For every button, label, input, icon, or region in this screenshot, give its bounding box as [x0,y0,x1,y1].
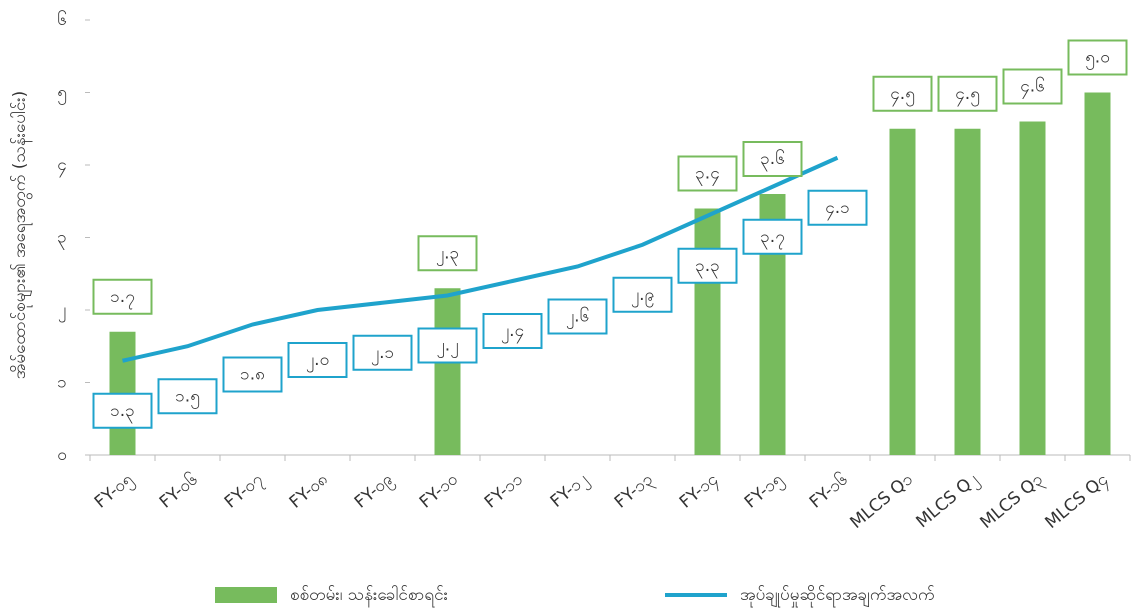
bar [954,128,981,455]
x-tick-label: FY-၁၅ [741,469,789,515]
y-tick-label: ၄ [57,155,67,178]
line-value-label: ၁.၈ [240,365,265,385]
line-value-label-box [482,313,543,349]
line-value-label: ၂.၀ [306,350,329,373]
line-value-label: ၁.၃ [110,401,135,424]
bar [694,208,721,455]
x-tick-label: FY-၀၆ [155,469,202,513]
bar-value-label-box [417,235,478,272]
bar [434,288,461,455]
y-tick-label: ၅ [57,83,67,106]
x-tick-label: FY-၁၂ [547,469,594,514]
x-tick-label: MLCS Q၁ [846,469,916,533]
bar-value-label: ၃.၄ [695,164,720,187]
bar-value-label-box [677,155,738,192]
line-value-label: ၂.၁ [371,343,394,366]
x-tick-label: FY-၁၁ [481,469,527,512]
x-tick-label: MLCS Q၃ [976,469,1048,535]
bar-value-label: ၃.၆ [760,148,785,172]
line-value-label-box [742,218,803,255]
line-value-label-box [612,276,673,313]
line-value-label-box [222,356,283,393]
x-tick-label: FY-၀၈ [286,469,332,512]
line-value-label: ၁.၅ [175,386,200,409]
line-value-label-box [677,247,738,284]
bar-value-label-box [742,141,803,177]
x-tick-label: FY-၁၃ [611,469,659,515]
x-tick-label: FY-၁၄ [676,469,724,515]
line-value-label-box [352,334,413,371]
bar-value-label-box [872,75,933,112]
line-value-label-box [157,378,218,415]
bar-value-label-box [92,278,153,315]
legend-label: အုပ်ချုပ်မှုဆိုင်ရာအချက်အလက် [740,585,935,608]
y-tick-label: ၀ [57,445,67,465]
bar-value-label: ၄.၅ [955,84,980,107]
y-tick-label: ၃ [57,228,67,251]
x-tick-label: MLCS Q၄ [1041,469,1113,535]
y-axis-label: အိမ်ထောင်စုများ၏ အရေအတွက် (သန်းပေါင်း) [9,91,33,379]
bar [889,128,916,455]
y-tick-label: ၁ [57,373,67,393]
x-tick-label: FY-၁၆ [805,469,852,513]
bar-value-label-box [937,75,998,112]
bar [1019,121,1046,455]
x-tick-label: MLCS Q၂ [912,469,983,534]
line-value-label: ၄.၁ [825,198,850,221]
line-value-label: ၂.၂ [436,336,458,359]
line-value-label: ၂.၄ [501,321,524,344]
legend-label: စစ်တမ်း၊ သန်းခေါင်စာရင်း [290,584,448,608]
x-tick-label: FY-၀၅ [91,469,139,515]
bar-value-label: ၅.၀ [1085,48,1110,71]
x-tick-label: FY-၁၀ [416,469,462,512]
line-value-label-box [92,392,153,429]
line [122,155,839,363]
line-value-label: ၂.၉ [631,285,654,308]
bar-value-label: ၂.၃ [436,243,459,266]
bar-value-label: ၄.၅ [890,84,915,107]
line-value-label: ၃.၇ [760,227,785,250]
line-value-label-box [417,327,478,364]
bar-value-label: ၁.၇ [110,287,135,310]
bar-value-label-box [1002,68,1063,105]
y-tick-label: ၆ [57,9,67,30]
y-tick-label: ၂ [58,300,66,323]
legend-swatch [215,587,277,603]
bar [1084,92,1111,455]
bar-value-label-box [1067,39,1128,76]
line-value-label-box [807,189,868,226]
x-tick-label: FY-၀၉ [351,469,399,515]
line-value-label-box [287,342,348,378]
line-value-label: ၂.၆ [566,306,589,330]
x-tick-label: FY-၀၇ [221,469,269,515]
line-value-label-box [547,298,608,335]
bar-value-label: ၄.၆ [1020,76,1045,100]
line-value-label: ၃.၃ [695,256,720,279]
